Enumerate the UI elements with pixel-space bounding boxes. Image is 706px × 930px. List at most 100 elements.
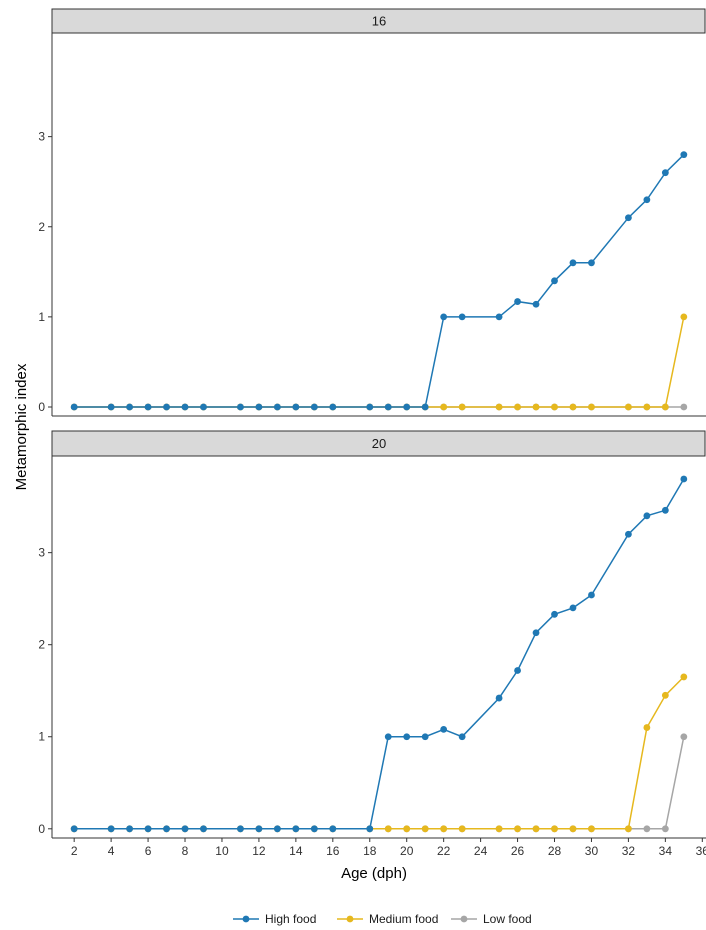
data-point (643, 403, 651, 411)
data-point (680, 313, 688, 321)
data-point (292, 403, 300, 411)
data-point (495, 403, 503, 411)
data-point (440, 825, 448, 833)
data-point (661, 691, 669, 699)
data-point (440, 725, 448, 733)
panel-strip-label: 20 (372, 436, 386, 451)
data-point (661, 169, 669, 177)
series-line-high-food (74, 478, 685, 830)
data-point (569, 403, 577, 411)
y-tick-label: 1 (38, 730, 45, 744)
y-tick-label: 0 (38, 400, 45, 414)
data-point (495, 313, 503, 321)
data-point (588, 591, 595, 599)
x-tick-label: 28 (548, 844, 562, 858)
x-tick-label: 4 (108, 844, 115, 858)
legend-key-point (346, 915, 354, 923)
data-point (70, 403, 78, 411)
data-point (458, 733, 466, 741)
x-tick-label: 34 (659, 844, 673, 858)
data-point (661, 825, 669, 833)
data-point (440, 403, 448, 411)
y-tick-label: 2 (38, 220, 45, 234)
data-point (107, 403, 115, 411)
x-tick-label: 36 (696, 844, 706, 858)
data-point (643, 512, 651, 520)
data-point (643, 724, 651, 731)
data-point (366, 403, 374, 411)
x-tick-label: 2 (71, 844, 78, 858)
data-point (384, 403, 392, 411)
data-point (661, 403, 669, 411)
data-point (643, 196, 651, 204)
panel-strip-label: 16 (372, 14, 386, 29)
legend-key-point (242, 915, 250, 923)
series-line-medium-food (74, 316, 685, 408)
data-point (403, 733, 411, 741)
data-point (625, 214, 632, 222)
x-tick-label: 30 (585, 844, 599, 858)
data-point (126, 403, 133, 411)
x-tick-label: 18 (363, 844, 377, 858)
data-point (458, 313, 466, 321)
data-point (588, 259, 595, 267)
x-tick-label: 8 (182, 844, 189, 858)
x-tick-label: 16 (326, 844, 340, 858)
data-point (181, 403, 189, 411)
x-tick-label: 24 (474, 844, 488, 858)
data-point (680, 733, 688, 741)
data-point (366, 825, 374, 833)
x-tick-label: 22 (437, 844, 451, 858)
series-medium-food (70, 673, 688, 833)
data-point (532, 629, 540, 637)
data-point (495, 694, 503, 702)
y-tick-label: 2 (38, 638, 45, 652)
series-medium-food (70, 313, 688, 411)
x-tick-label: 12 (252, 844, 266, 858)
data-point (551, 610, 558, 618)
data-point (421, 825, 429, 833)
data-point (514, 298, 521, 305)
data-point (551, 825, 558, 833)
data-point (569, 259, 577, 267)
data-point (421, 403, 429, 411)
data-point (625, 825, 632, 833)
data-point (310, 825, 318, 833)
data-point (403, 825, 411, 833)
data-point (551, 403, 558, 411)
x-tick-label: 6 (145, 844, 152, 858)
data-point (458, 825, 466, 833)
x-tick-label: 26 (511, 844, 525, 858)
data-point (569, 825, 577, 833)
data-point (680, 673, 688, 681)
data-point (255, 403, 263, 411)
data-point (384, 825, 392, 833)
data-point (273, 825, 281, 833)
y-tick-label: 0 (38, 822, 45, 836)
data-point (588, 403, 595, 411)
y-axis-title: Metamorphic index (13, 363, 30, 490)
panel-strip (51, 8, 706, 34)
legend: High food Medium food Low food (233, 912, 532, 926)
data-point (514, 825, 521, 833)
data-point (237, 403, 244, 411)
legend-label: High food (265, 912, 316, 926)
y-tick-label: 1 (38, 310, 45, 324)
series-high-food (70, 151, 688, 411)
data-point (292, 825, 300, 833)
data-point (107, 825, 115, 833)
series-line-medium-food (74, 676, 685, 830)
series-line-high-food (74, 154, 685, 408)
data-point (181, 825, 189, 833)
data-point (661, 506, 669, 514)
data-point (329, 403, 337, 411)
x-tick-label: 20 (400, 844, 414, 858)
y-tick-label: 3 (38, 130, 45, 144)
data-point (310, 403, 318, 411)
data-point (680, 151, 688, 159)
legend-item-medium-food: Medium food (337, 912, 438, 926)
data-point (144, 825, 152, 833)
legend-item-low-food: Low food (451, 912, 532, 926)
